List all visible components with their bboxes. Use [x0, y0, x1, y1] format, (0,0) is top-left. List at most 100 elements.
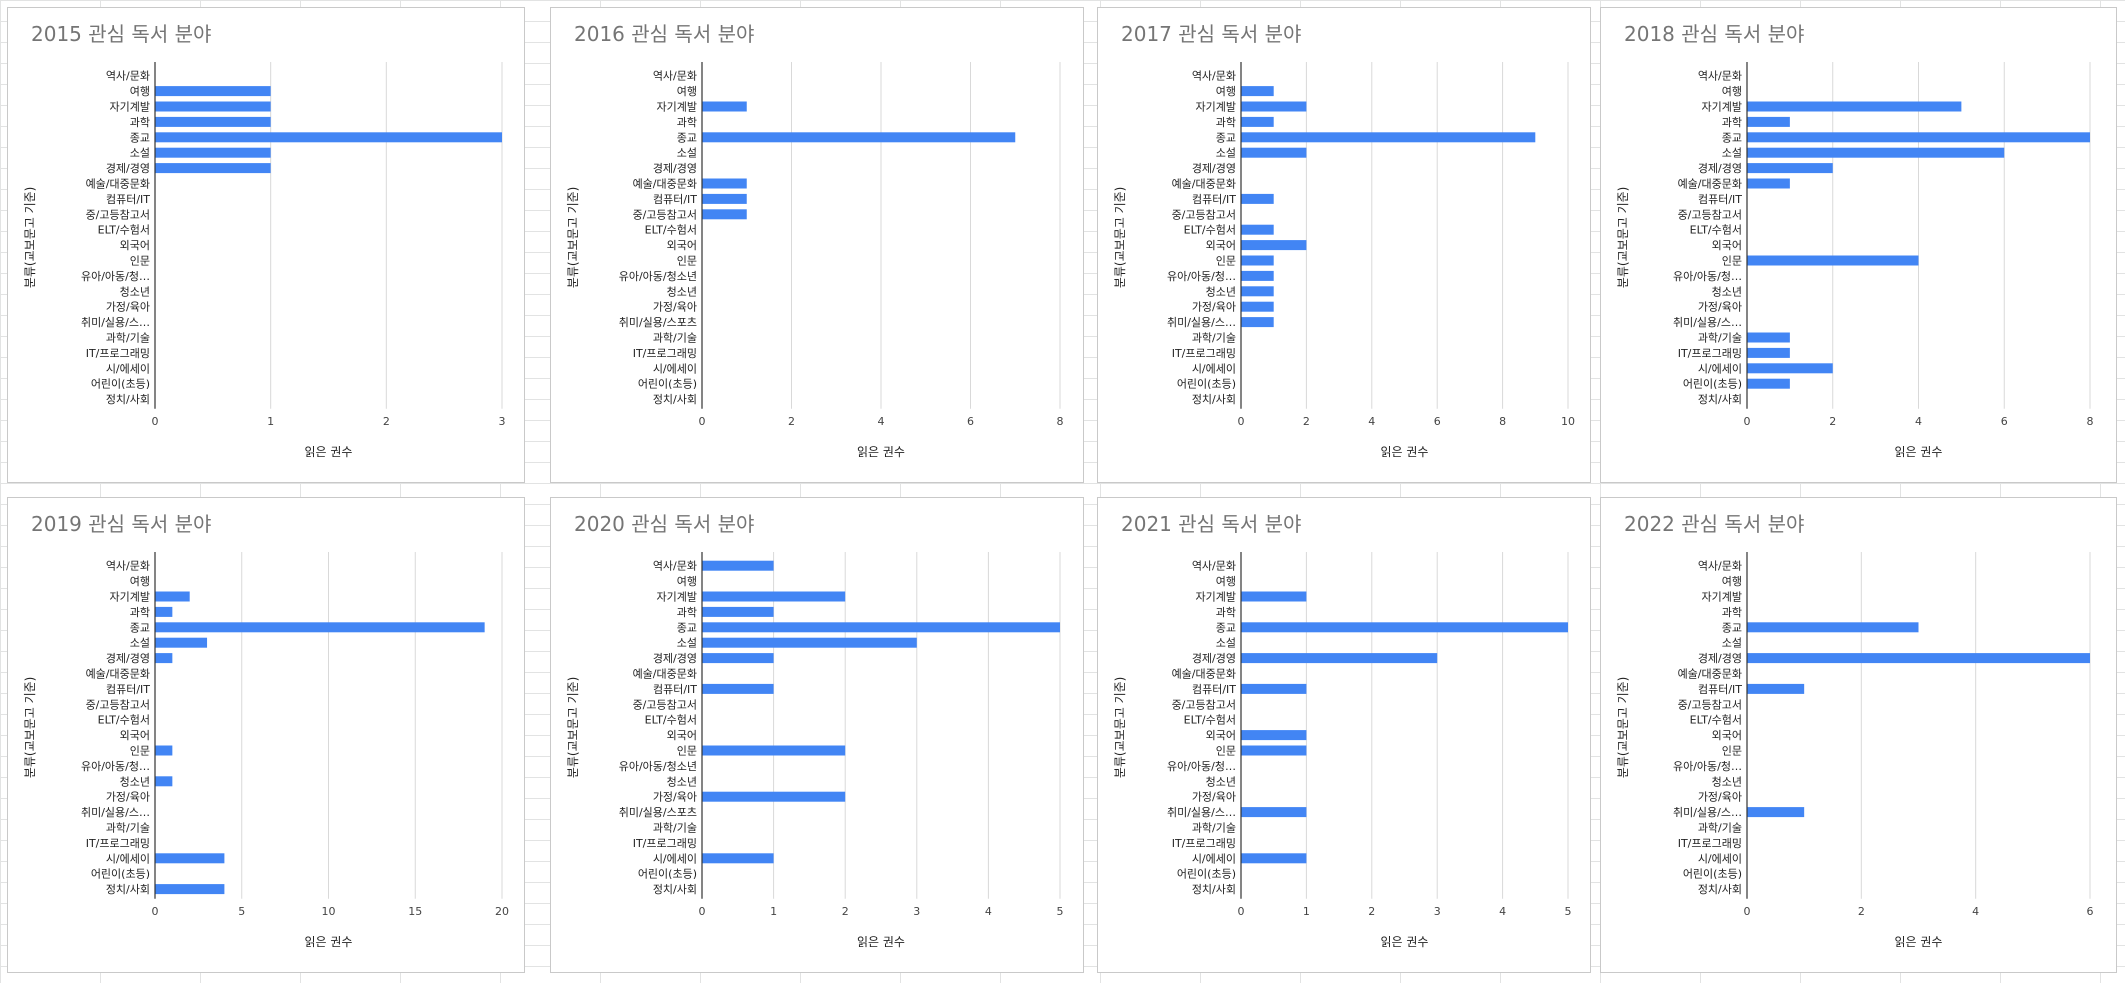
- bar[interactable]: [1747, 147, 2005, 158]
- bar[interactable]: [155, 132, 502, 143]
- category-label: 인문: [677, 745, 697, 758]
- bar-chart-svg: 2016 관심 독서 분야 0 2 4 6 8 역사/문화여행자기계발과학종교소설경제/경영…: [566, 22, 1064, 459]
- category-label: 정치/사회: [106, 883, 150, 896]
- bar[interactable]: [1241, 86, 1274, 97]
- bar[interactable]: [1747, 683, 1805, 694]
- bar[interactable]: [1241, 683, 1307, 694]
- bar[interactable]: [1747, 378, 1790, 389]
- bar[interactable]: [1747, 622, 1919, 633]
- bar[interactable]: [702, 209, 747, 220]
- bar[interactable]: [1241, 730, 1307, 741]
- category-label: 자기계발: [657, 101, 697, 114]
- bar[interactable]: [155, 853, 225, 864]
- chart-card-2021[interactable]: 2021 관심 독서 분야 0 1 2 3 4 5 역사/문화 여행 자기계발 과학 종교 소설 경제/경…: [1097, 497, 1591, 973]
- bar[interactable]: [155, 163, 271, 174]
- category-label: 역사/문화: [106, 70, 150, 83]
- bar[interactable]: [1747, 363, 1833, 374]
- bar[interactable]: [1241, 653, 1438, 664]
- y-axis-title: 분류(교보문고 기준): [566, 677, 580, 779]
- bar[interactable]: [702, 560, 774, 571]
- chart-card-2019[interactable]: 2019 관심 독서 분야 0 5 10 15 20 역사/문화 여행 자기계발 과학 종교 소설 경제…: [7, 497, 525, 973]
- category-label: 어린이(초등): [91, 378, 150, 391]
- bar[interactable]: [1241, 807, 1307, 818]
- bar[interactable]: [155, 776, 173, 787]
- category-label: 예술/대중문화: [86, 178, 150, 191]
- chart-card-2017[interactable]: 2017 관심 독서 분야 0 2 4 6 8 10 역사/문화 여행 자기계발 과학 종교 소설 경제/…: [1097, 7, 1591, 483]
- category-label: 취미/실용/스포츠: [619, 806, 697, 819]
- category-label: 취미/실용/스포츠: [619, 316, 697, 329]
- bar[interactable]: [1241, 286, 1274, 297]
- bar[interactable]: [1241, 745, 1307, 756]
- bar[interactable]: [702, 606, 774, 617]
- bar[interactable]: [702, 101, 747, 112]
- chart-card-2018[interactable]: 2018 관심 독서 분야 0 2 4 6 8 역사/문화 여행 자기계발 과학 종교 소설 경제/경영…: [1600, 7, 2117, 483]
- bar[interactable]: [1747, 163, 1833, 174]
- bar[interactable]: [1241, 622, 1568, 633]
- bar[interactable]: [702, 683, 774, 694]
- bar[interactable]: [1241, 193, 1274, 204]
- category-label: 자기계발: [1702, 591, 1742, 604]
- bar[interactable]: [1747, 178, 1790, 189]
- category-label: 시/에세이: [106, 362, 150, 375]
- bar[interactable]: [1241, 853, 1307, 864]
- x-tick-label: 0: [1744, 415, 1751, 428]
- bar[interactable]: [155, 637, 208, 648]
- bar[interactable]: [1241, 240, 1307, 251]
- chart-card-2016[interactable]: 2016 관심 독서 분야 0 2 4 6 8 역사/문화 여행 자기계발 과학 종교 소설 경제/경영…: [550, 7, 1084, 483]
- category-label: 과학/기술: [1698, 822, 1742, 835]
- category-label: 과학: [677, 116, 697, 129]
- x-tick-label: 6: [1434, 415, 1441, 428]
- chart-card-2022[interactable]: 2022 관심 독서 분야 0 2 4 6 역사/문화 여행 자기계발 과학 종교 소설 경제/경영 예…: [1600, 497, 2117, 973]
- category-label: 종교: [1722, 131, 1742, 144]
- bar[interactable]: [702, 745, 846, 756]
- bar[interactable]: [702, 791, 846, 802]
- bar[interactable]: [155, 591, 190, 602]
- bar[interactable]: [1241, 101, 1307, 112]
- bar[interactable]: [702, 653, 774, 664]
- bar[interactable]: [1241, 116, 1274, 127]
- bar[interactable]: [155, 622, 485, 633]
- bar[interactable]: [1241, 147, 1307, 158]
- category-label: 청소년: [1206, 285, 1236, 298]
- category-label: 예술/대중문화: [1678, 668, 1742, 681]
- chart-card-2020[interactable]: 2020 관심 독서 분야 0 1 2 3 4 5 역사/문화 여행 자기계발 과학 종교 소설 경제/경…: [550, 497, 1084, 973]
- bar[interactable]: [1747, 653, 2090, 664]
- bar[interactable]: [702, 193, 747, 204]
- bar[interactable]: [1747, 807, 1805, 818]
- category-label: 역사/문화: [1698, 70, 1742, 83]
- category-label: 중/고등참고서: [633, 698, 697, 711]
- bar[interactable]: [702, 178, 747, 189]
- bar[interactable]: [1241, 270, 1274, 281]
- bar[interactable]: [1747, 332, 1790, 343]
- bar[interactable]: [1241, 255, 1274, 266]
- bar[interactable]: [1241, 301, 1274, 312]
- x-axis-title: 읽은 권수: [305, 445, 353, 459]
- category-label: 과학/기술: [1192, 332, 1236, 345]
- bar[interactable]: [702, 591, 846, 602]
- bar[interactable]: [155, 653, 173, 664]
- bar[interactable]: [155, 147, 271, 158]
- bar[interactable]: [702, 132, 1016, 143]
- bar[interactable]: [1747, 255, 1919, 266]
- bar[interactable]: [702, 622, 1060, 633]
- bar[interactable]: [155, 116, 271, 127]
- x-tick-label: 2: [1368, 905, 1375, 918]
- bar[interactable]: [1747, 101, 1962, 112]
- bar[interactable]: [1241, 132, 1536, 143]
- bar[interactable]: [1747, 132, 2090, 143]
- chart-card-2015[interactable]: 2015 관심 독서 분야 0 1 2 3 역사/문화 여행 자기계발 과학 종교 소설 경제/경영 예…: [7, 7, 525, 483]
- bar[interactable]: [1747, 347, 1790, 358]
- bar[interactable]: [155, 101, 271, 112]
- bar[interactable]: [702, 637, 917, 648]
- category-label: IT/프로그래밍: [1678, 837, 1742, 850]
- bar[interactable]: [1241, 224, 1274, 235]
- bar[interactable]: [155, 884, 225, 895]
- bar[interactable]: [155, 86, 271, 97]
- bar[interactable]: [155, 606, 173, 617]
- bar[interactable]: [1747, 116, 1790, 127]
- bar[interactable]: [1241, 591, 1307, 602]
- bar[interactable]: [702, 853, 774, 864]
- category-label: 중/고등참고서: [86, 698, 150, 711]
- bar[interactable]: [1241, 317, 1274, 328]
- bar[interactable]: [155, 745, 173, 756]
